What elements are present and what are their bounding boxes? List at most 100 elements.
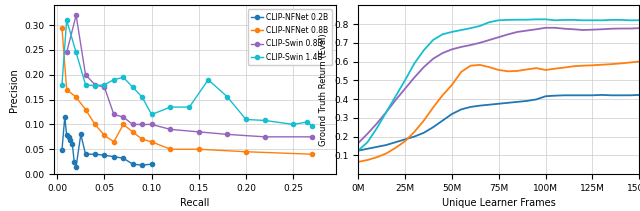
Line: CLIP-NFNet 0.8B: CLIP-NFNet 0.8B bbox=[60, 26, 314, 156]
CLIP-Swin 0.8B bbox=[636, 27, 640, 29]
CLIP-Swin 0.8B bbox=[542, 27, 550, 29]
CLIP-NFNet 0.8B bbox=[383, 152, 390, 155]
CLIP-Swin 1.4B bbox=[392, 95, 399, 97]
CLIP-NFNet 0.8B bbox=[532, 67, 540, 69]
CLIP-Swin 0.8B bbox=[504, 33, 512, 36]
CLIP-Swin 0.8B bbox=[223, 133, 231, 136]
CLIP-NFNet 0.2B bbox=[617, 94, 625, 97]
CLIP-Swin 1.4B bbox=[429, 39, 437, 41]
CLIP-Swin 0.8B bbox=[120, 116, 127, 118]
Line: CLIP-NFNet 0.8B: CLIP-NFNet 0.8B bbox=[358, 62, 639, 162]
CLIP-NFNet 0.2B bbox=[523, 100, 531, 102]
Line: CLIP-NFNet 0.2B: CLIP-NFNet 0.2B bbox=[60, 115, 154, 169]
CLIP-Swin 1.4B bbox=[579, 19, 587, 22]
CLIP-NFNet 0.2B bbox=[458, 108, 465, 111]
CLIP-Swin 1.4B bbox=[551, 19, 559, 22]
CLIP-NFNet 0.8B bbox=[523, 68, 531, 71]
CLIP-NFNet 0.2B bbox=[551, 94, 559, 97]
CLIP-Swin 1.4B bbox=[589, 19, 596, 22]
CLIP-NFNet 0.8B bbox=[495, 69, 502, 71]
Y-axis label: Precision: Precision bbox=[9, 68, 19, 112]
CLIP-Swin 0.8B bbox=[448, 48, 456, 51]
CLIP-Swin 1.4B bbox=[261, 119, 269, 122]
CLIP-Swin 1.4B bbox=[373, 127, 381, 129]
CLIP-NFNet 0.2B bbox=[91, 153, 99, 156]
CLIP-Swin 0.8B bbox=[129, 123, 136, 126]
CLIP-NFNet 0.8B bbox=[476, 64, 484, 66]
Y-axis label: Ground Truth Return (Eval): Ground Truth Return (Eval) bbox=[319, 33, 328, 146]
CLIP-Swin 1.4B bbox=[626, 19, 634, 22]
CLIP-NFNet 0.8B bbox=[72, 96, 80, 98]
CLIP-Swin 0.8B bbox=[392, 99, 399, 101]
CLIP-NFNet 0.2B bbox=[70, 160, 78, 163]
Legend: CLIP-NFNet 0.2B, CLIP-NFNet 0.8B, CLIP-Swin 0.8B, CLIP-Swin 1.4B: CLIP-NFNet 0.2B, CLIP-NFNet 0.8B, CLIP-S… bbox=[248, 9, 332, 65]
CLIP-Swin 1.4B bbox=[58, 83, 66, 86]
CLIP-Swin 1.4B bbox=[467, 27, 474, 29]
CLIP-Swin 0.8B bbox=[561, 27, 568, 30]
CLIP-NFNet 0.2B bbox=[373, 146, 381, 148]
CLIP-Swin 1.4B bbox=[303, 121, 311, 123]
CLIP-Swin 1.4B bbox=[458, 29, 465, 31]
CLIP-NFNet 0.2B bbox=[72, 165, 80, 168]
CLIP-NFNet 0.8B bbox=[607, 63, 615, 65]
CLIP-NFNet 0.2B bbox=[476, 104, 484, 107]
CLIP-NFNet 0.8B bbox=[636, 60, 640, 63]
CLIP-Swin 1.4B bbox=[607, 19, 615, 21]
CLIP-Swin 1.4B bbox=[523, 18, 531, 21]
CLIP-NFNet 0.2B bbox=[579, 94, 587, 97]
CLIP-NFNet 0.8B bbox=[58, 26, 66, 29]
X-axis label: Recall: Recall bbox=[180, 198, 210, 208]
CLIP-Swin 0.8B bbox=[373, 122, 381, 125]
CLIP-Swin 0.8B bbox=[429, 57, 437, 60]
CLIP-Swin 0.8B bbox=[138, 123, 146, 126]
CLIP-Swin 1.4B bbox=[100, 83, 108, 86]
CLIP-NFNet 0.8B bbox=[410, 131, 418, 133]
CLIP-NFNet 0.8B bbox=[504, 70, 512, 73]
CLIP-NFNet 0.8B bbox=[570, 65, 577, 68]
CLIP-NFNet 0.8B bbox=[438, 94, 446, 97]
CLIP-NFNet 0.8B bbox=[392, 147, 399, 149]
CLIP-NFNet 0.2B bbox=[570, 94, 577, 97]
CLIP-Swin 1.4B bbox=[91, 84, 99, 87]
CLIP-Swin 1.4B bbox=[438, 33, 446, 36]
CLIP-NFNet 0.2B bbox=[401, 138, 409, 141]
CLIP-Swin 1.4B bbox=[504, 19, 512, 21]
CLIP-Swin 1.4B bbox=[561, 19, 568, 21]
CLIP-Swin 1.4B bbox=[383, 111, 390, 114]
Line: CLIP-Swin 0.8B: CLIP-Swin 0.8B bbox=[65, 13, 314, 139]
CLIP-NFNet 0.8B bbox=[129, 131, 136, 133]
CLIP-NFNet 0.8B bbox=[148, 141, 156, 143]
CLIP-NFNet 0.2B bbox=[542, 95, 550, 97]
CLIP-Swin 1.4B bbox=[166, 106, 174, 108]
CLIP-NFNet 0.8B bbox=[579, 64, 587, 67]
CLIP-NFNet 0.2B bbox=[438, 119, 446, 122]
Line: CLIP-Swin 1.4B: CLIP-Swin 1.4B bbox=[60, 18, 314, 128]
CLIP-NFNet 0.8B bbox=[242, 150, 250, 153]
CLIP-NFNet 0.8B bbox=[355, 161, 362, 163]
CLIP-Swin 1.4B bbox=[401, 79, 409, 82]
CLIP-NFNet 0.8B bbox=[458, 71, 465, 73]
CLIP-NFNet 0.2B bbox=[58, 149, 66, 151]
CLIP-NFNet 0.8B bbox=[63, 88, 70, 91]
CLIP-Swin 1.4B bbox=[308, 125, 316, 127]
CLIP-NFNet 0.2B bbox=[82, 153, 90, 156]
CLIP-NFNet 0.8B bbox=[551, 67, 559, 70]
CLIP-NFNet 0.8B bbox=[542, 69, 550, 71]
CLIP-Swin 1.4B bbox=[598, 19, 605, 22]
CLIP-NFNet 0.2B bbox=[77, 133, 84, 136]
CLIP-NFNet 0.2B bbox=[129, 163, 136, 165]
CLIP-Swin 0.8B bbox=[570, 28, 577, 31]
CLIP-NFNet 0.2B bbox=[410, 135, 418, 138]
CLIP-NFNet 0.2B bbox=[138, 164, 146, 166]
CLIP-Swin 0.8B bbox=[523, 29, 531, 32]
CLIP-Swin 1.4B bbox=[138, 96, 146, 98]
CLIP-NFNet 0.2B bbox=[420, 131, 428, 134]
CLIP-Swin 0.8B bbox=[617, 27, 625, 30]
CLIP-NFNet 0.2B bbox=[63, 134, 70, 137]
CLIP-Swin 0.8B bbox=[410, 76, 418, 79]
Line: CLIP-Swin 0.8B: CLIP-Swin 0.8B bbox=[358, 28, 639, 143]
CLIP-Swin 0.8B bbox=[438, 52, 446, 54]
CLIP-Swin 1.4B bbox=[476, 25, 484, 27]
CLIP-Swin 1.4B bbox=[223, 95, 231, 98]
CLIP-NFNet 0.2B bbox=[448, 113, 456, 115]
